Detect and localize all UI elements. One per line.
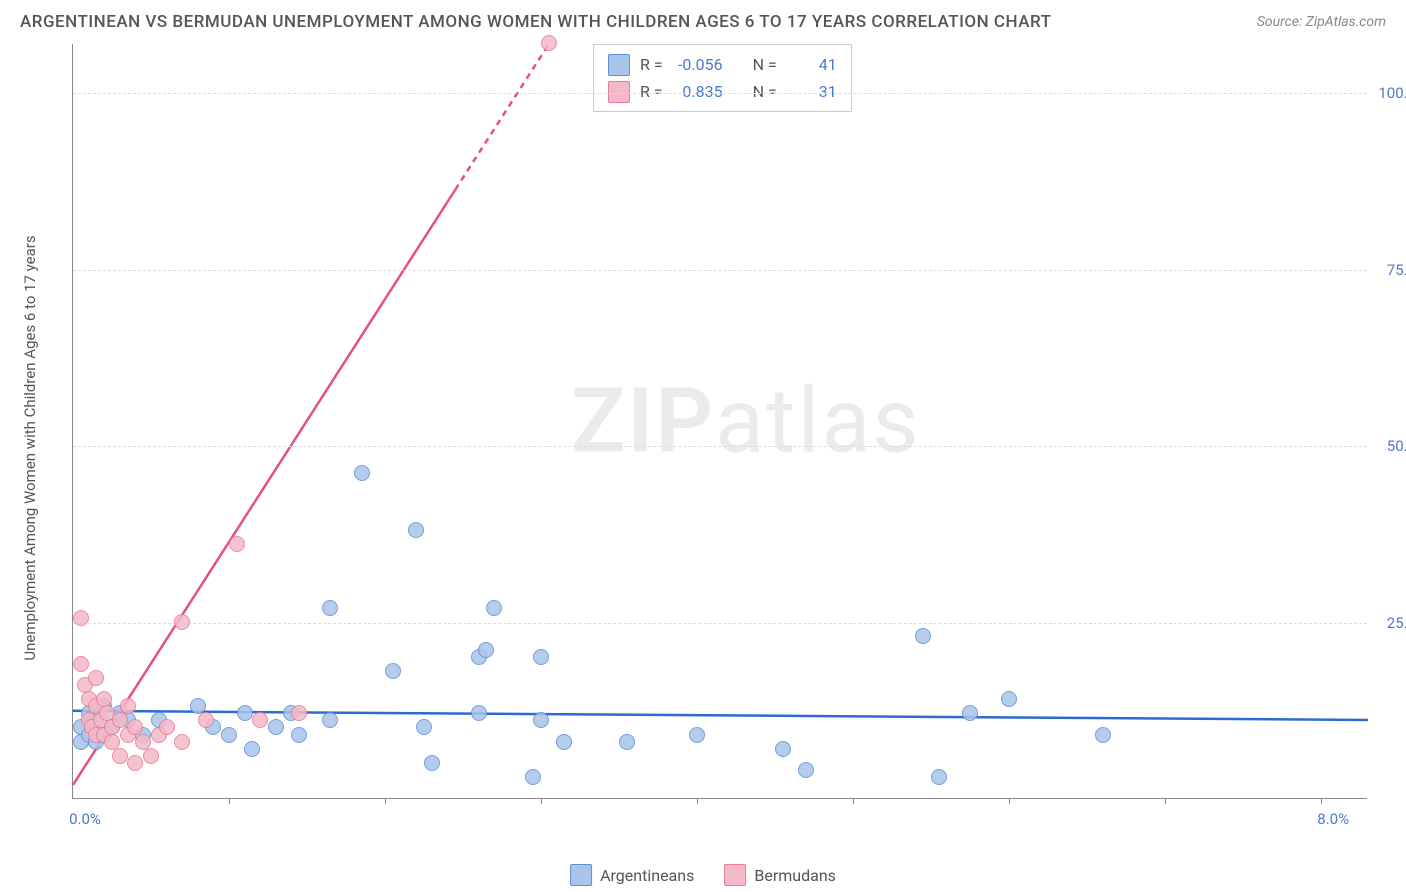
y-tick-label: 25.0%	[1387, 614, 1406, 632]
gridline	[73, 623, 1367, 624]
gridline	[73, 93, 1367, 94]
stat-n-label: N =	[753, 51, 777, 78]
x-tick-label: 0.0%	[69, 810, 101, 828]
data-point	[322, 600, 338, 616]
legend-swatch	[570, 864, 592, 886]
data-point	[416, 719, 432, 735]
data-point	[221, 727, 237, 743]
data-point	[291, 705, 307, 721]
stat-n-value: 41	[787, 51, 837, 78]
data-point	[112, 748, 128, 764]
stats-box: R = -0.056 N = 41 R = 0.835 N = 31	[593, 44, 852, 112]
data-point	[525, 769, 541, 785]
x-tick	[229, 798, 230, 804]
chart-legend: Argentineans Bermudans	[570, 864, 836, 886]
legend-item: Bermudans	[724, 864, 836, 886]
data-point	[556, 734, 572, 750]
gridline	[73, 270, 1367, 271]
trend-lines	[73, 44, 1367, 798]
source-label: Source: ZipAtlas.com	[1257, 14, 1386, 30]
data-point	[237, 705, 253, 721]
plot-area: ZIPatlas R =-0.056N =41R =0.835N =31 25.…	[72, 44, 1367, 799]
x-tick	[1165, 798, 1166, 804]
data-point	[486, 600, 502, 616]
x-tick	[1321, 798, 1322, 804]
data-point	[962, 705, 978, 721]
stat-n-value: 31	[787, 78, 837, 105]
data-point	[533, 712, 549, 728]
stats-row: R = 0.835 N = 31	[608, 78, 837, 105]
data-point	[385, 663, 401, 679]
data-point	[533, 649, 549, 665]
legend-label: Argentineans	[600, 866, 694, 885]
series-swatch	[608, 54, 630, 76]
data-point	[1095, 727, 1111, 743]
data-point	[408, 522, 424, 538]
data-point	[1001, 691, 1017, 707]
x-tick	[541, 798, 542, 804]
x-tick	[1009, 798, 1010, 804]
stats-row: R = -0.056 N = 41	[608, 51, 837, 78]
data-point	[268, 719, 284, 735]
data-point	[689, 727, 705, 743]
data-point	[174, 734, 190, 750]
data-point	[471, 705, 487, 721]
data-point	[354, 465, 370, 481]
data-point	[775, 741, 791, 757]
stat-n-label: N =	[753, 78, 777, 105]
legend-label: Bermudans	[754, 866, 836, 885]
series-swatch	[608, 81, 630, 103]
legend-item: Argentineans	[570, 864, 694, 886]
data-point	[73, 656, 89, 672]
data-point	[252, 712, 268, 728]
stat-r-label: R =	[640, 78, 663, 105]
stat-r-value: -0.056	[673, 51, 723, 78]
stat-r-label: R =	[640, 51, 663, 78]
x-tick	[697, 798, 698, 804]
data-point	[120, 698, 136, 714]
data-point	[798, 762, 814, 778]
y-tick-label: 50.0%	[1387, 437, 1406, 455]
x-tick-label: 8.0%	[1317, 810, 1349, 828]
data-point	[127, 755, 143, 771]
data-point	[244, 741, 260, 757]
y-axis-label: Unemployment Among Women with Children A…	[21, 235, 39, 660]
data-point	[174, 614, 190, 630]
x-tick	[853, 798, 854, 804]
y-tick-label: 100.0%	[1378, 84, 1406, 102]
data-point	[159, 719, 175, 735]
legend-swatch	[724, 864, 746, 886]
data-point	[424, 755, 440, 771]
data-point	[619, 734, 635, 750]
chart-container: Unemployment Among Women with Children A…	[60, 44, 1380, 834]
data-point	[291, 727, 307, 743]
stat-r-value: 0.835	[673, 78, 723, 105]
data-point	[229, 536, 245, 552]
x-tick	[385, 798, 386, 804]
data-point	[915, 628, 931, 644]
data-point	[88, 670, 104, 686]
data-point	[322, 712, 338, 728]
data-point	[478, 642, 494, 658]
data-point	[541, 35, 557, 51]
y-tick-label: 75.0%	[1387, 261, 1406, 279]
data-point	[931, 769, 947, 785]
gridline	[73, 446, 1367, 447]
chart-title: ARGENTINEAN VS BERMUDAN UNEMPLOYMENT AMO…	[20, 12, 1052, 32]
data-point	[143, 748, 159, 764]
data-point	[73, 610, 89, 626]
data-point	[198, 712, 214, 728]
